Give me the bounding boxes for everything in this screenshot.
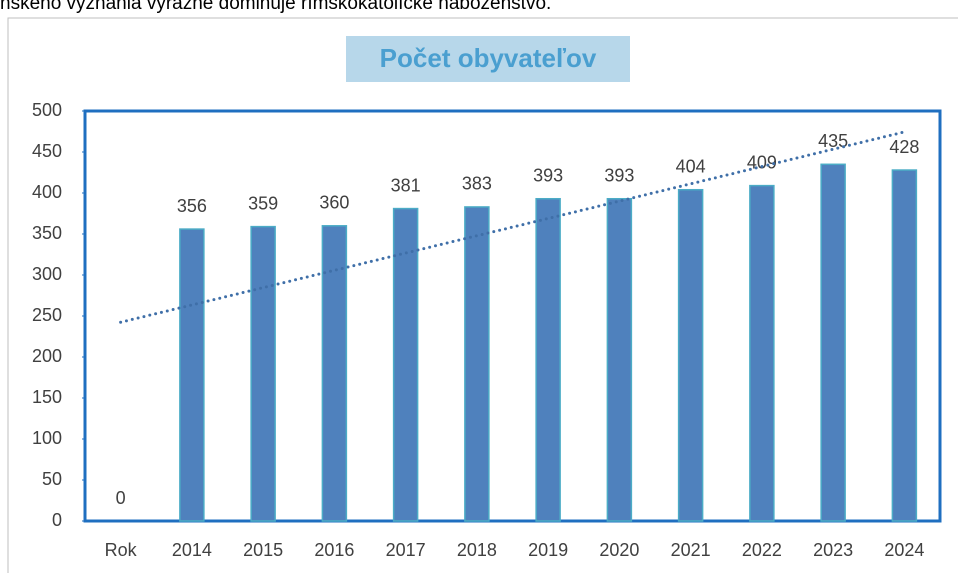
y-tick-label: 450 — [32, 141, 62, 161]
data-label: 409 — [747, 152, 777, 172]
bar — [321, 225, 348, 522]
y-tick-label: 250 — [32, 305, 62, 325]
bar — [749, 184, 775, 522]
data-label: 381 — [391, 175, 421, 195]
data-label: 435 — [818, 131, 848, 151]
data-label: 0 — [116, 488, 126, 508]
chart-frame — [7, 17, 958, 573]
y-tick-label: 350 — [32, 223, 62, 243]
bar — [392, 207, 419, 522]
chart-title: Počet obyvateľov — [380, 43, 597, 73]
y-tick-label: 100 — [32, 428, 62, 448]
bar — [464, 206, 490, 522]
bar — [179, 228, 205, 522]
bar — [606, 197, 633, 522]
data-label: 359 — [248, 193, 278, 213]
data-label: 393 — [533, 165, 563, 185]
y-tick-label: 500 — [32, 100, 62, 120]
title-box — [346, 36, 630, 82]
data-label: 383 — [462, 174, 492, 194]
bar — [677, 188, 704, 522]
x-tick-label: 2015 — [243, 540, 283, 560]
x-tick-label: Rok — [105, 540, 138, 560]
data-label: 428 — [889, 137, 919, 157]
data-label: 404 — [676, 156, 706, 176]
x-tick-label: 2023 — [813, 540, 853, 560]
y-tick-label: 150 — [32, 387, 62, 407]
x-tick-label: 2017 — [386, 540, 426, 560]
y-tick-label: 300 — [32, 264, 62, 284]
data-label: 360 — [319, 193, 349, 213]
x-tick-label: 2024 — [884, 540, 924, 560]
x-tick-label: 2020 — [599, 540, 639, 560]
y-tick-label: 0 — [52, 510, 62, 530]
data-label: 393 — [604, 165, 634, 185]
document-text: nského vyznania výrazne dominuje rímskok… — [0, 0, 551, 14]
bar — [250, 225, 276, 522]
plot-border — [83, 109, 942, 523]
bar — [820, 163, 846, 522]
x-tick-label: 2016 — [314, 540, 354, 560]
x-tick-label: 2018 — [457, 540, 497, 560]
data-label: 356 — [177, 196, 207, 216]
trendline — [119, 130, 906, 324]
x-tick-label: 2022 — [742, 540, 782, 560]
y-tick-label: 50 — [42, 469, 62, 489]
bar — [891, 169, 918, 522]
y-tick-label: 200 — [32, 346, 62, 366]
x-tick-label: 2019 — [528, 540, 568, 560]
x-tick-label: 2014 — [172, 540, 212, 560]
y-tick-label: 400 — [32, 182, 62, 202]
x-tick-label: 2021 — [671, 540, 711, 560]
bar — [535, 197, 561, 522]
